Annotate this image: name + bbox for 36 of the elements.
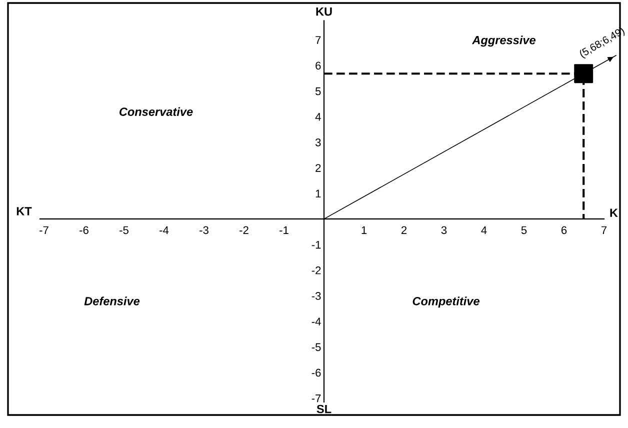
- annotation: Competitive: [412, 296, 480, 308]
- x-tick-label: -4: [160, 226, 169, 234]
- y-tick-label: 4: [315, 113, 321, 121]
- x-tick-label: -6: [80, 226, 88, 234]
- x-tick-label: -7: [40, 226, 48, 234]
- x-tick-label: 1: [362, 226, 367, 234]
- x-tick-label: 3: [441, 226, 447, 234]
- x-tick-label: -1: [280, 226, 288, 234]
- x-tick-label: 7: [601, 226, 607, 234]
- x-tick-label: -5: [120, 226, 128, 234]
- y-tick-label: 5: [315, 87, 321, 96]
- y-tick-label: -6: [312, 368, 321, 377]
- annotation: Aggressive: [472, 36, 536, 47]
- x-tick-label: 6: [561, 226, 567, 234]
- y-tick-label: -5: [312, 343, 321, 352]
- x-tick-label: -3: [200, 226, 208, 234]
- y-tick-label: -4: [312, 318, 321, 326]
- y-tick-label: -3: [312, 292, 321, 300]
- y-tick-label: 6: [316, 62, 321, 70]
- y-tick-label: -1: [312, 240, 321, 249]
- y-tick-label: -7: [312, 394, 321, 402]
- annotation: Conservative: [120, 107, 193, 116]
- annotation: SL: [316, 404, 332, 414]
- y-tick-label: -2: [312, 266, 321, 274]
- y-tick-label: 7: [316, 36, 321, 44]
- y-tick-label: 1: [316, 190, 321, 198]
- x-tick-label: 2: [401, 226, 407, 234]
- annotation: KT: [16, 207, 32, 216]
- x-tick-label: -2: [240, 226, 248, 234]
- y-tick-label: 2: [316, 164, 321, 172]
- x-axis-title: K: [610, 208, 618, 217]
- y-axis-title: KU: [316, 8, 332, 16]
- x-tick-label: 5: [521, 226, 527, 234]
- y-tick-label: 3: [315, 138, 321, 146]
- x-tick-label: 4: [481, 226, 487, 234]
- annotation: Defensive: [84, 296, 140, 306]
